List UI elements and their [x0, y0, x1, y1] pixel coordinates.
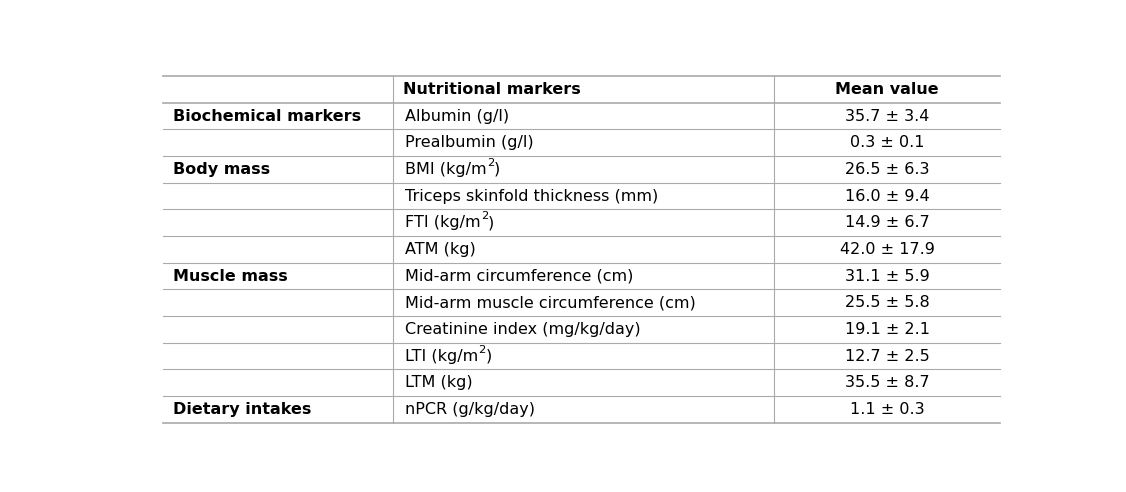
Text: 12.7 ± 2.5: 12.7 ± 2.5 — [844, 348, 930, 364]
Text: 35.5 ± 8.7: 35.5 ± 8.7 — [844, 375, 930, 390]
Text: Dietary intakes: Dietary intakes — [173, 402, 312, 417]
Text: ): ) — [485, 348, 492, 364]
Text: 25.5 ± 5.8: 25.5 ± 5.8 — [844, 295, 930, 310]
Text: 2: 2 — [481, 212, 488, 221]
Text: Creatinine index (mg/kg/day): Creatinine index (mg/kg/day) — [405, 322, 641, 337]
Text: ATM (kg): ATM (kg) — [405, 242, 476, 257]
Text: 35.7 ± 3.4: 35.7 ± 3.4 — [844, 109, 929, 123]
Text: nPCR (g/kg/day): nPCR (g/kg/day) — [405, 402, 535, 417]
Text: 19.1 ± 2.1: 19.1 ± 2.1 — [844, 322, 930, 337]
Text: 16.0 ± 9.4: 16.0 ± 9.4 — [844, 188, 930, 204]
Text: 2: 2 — [479, 345, 485, 355]
Text: ): ) — [488, 215, 494, 230]
Text: 1.1 ± 0.3: 1.1 ± 0.3 — [850, 402, 924, 417]
Text: LTI (kg/m: LTI (kg/m — [405, 348, 479, 364]
Text: Mid-arm muscle circumference (cm): Mid-arm muscle circumference (cm) — [405, 295, 696, 310]
Text: 0.3 ± 0.1: 0.3 ± 0.1 — [850, 135, 924, 150]
Text: Body mass: Body mass — [173, 162, 270, 177]
Text: Triceps skinfold thickness (mm): Triceps skinfold thickness (mm) — [405, 188, 659, 204]
Text: 14.9 ± 6.7: 14.9 ± 6.7 — [844, 215, 930, 230]
Text: 2: 2 — [486, 158, 494, 168]
Text: 26.5 ± 6.3: 26.5 ± 6.3 — [844, 162, 929, 177]
Text: Mid-arm circumference (cm): Mid-arm circumference (cm) — [405, 269, 634, 283]
Text: Biochemical markers: Biochemical markers — [173, 109, 361, 123]
Text: Prealbumin (g/l): Prealbumin (g/l) — [405, 135, 534, 150]
Text: Nutritional markers: Nutritional markers — [403, 82, 581, 97]
Text: Mean value: Mean value — [835, 82, 939, 97]
Text: BMI (kg/m: BMI (kg/m — [405, 162, 486, 177]
Text: FTI (kg/m: FTI (kg/m — [405, 215, 481, 230]
Text: Muscle mass: Muscle mass — [173, 269, 288, 283]
Text: LTM (kg): LTM (kg) — [405, 375, 473, 390]
Text: Albumin (g/l): Albumin (g/l) — [405, 109, 509, 123]
Text: ): ) — [494, 162, 500, 177]
Text: 42.0 ± 17.9: 42.0 ± 17.9 — [840, 242, 935, 257]
Text: 31.1 ± 5.9: 31.1 ± 5.9 — [844, 269, 930, 283]
